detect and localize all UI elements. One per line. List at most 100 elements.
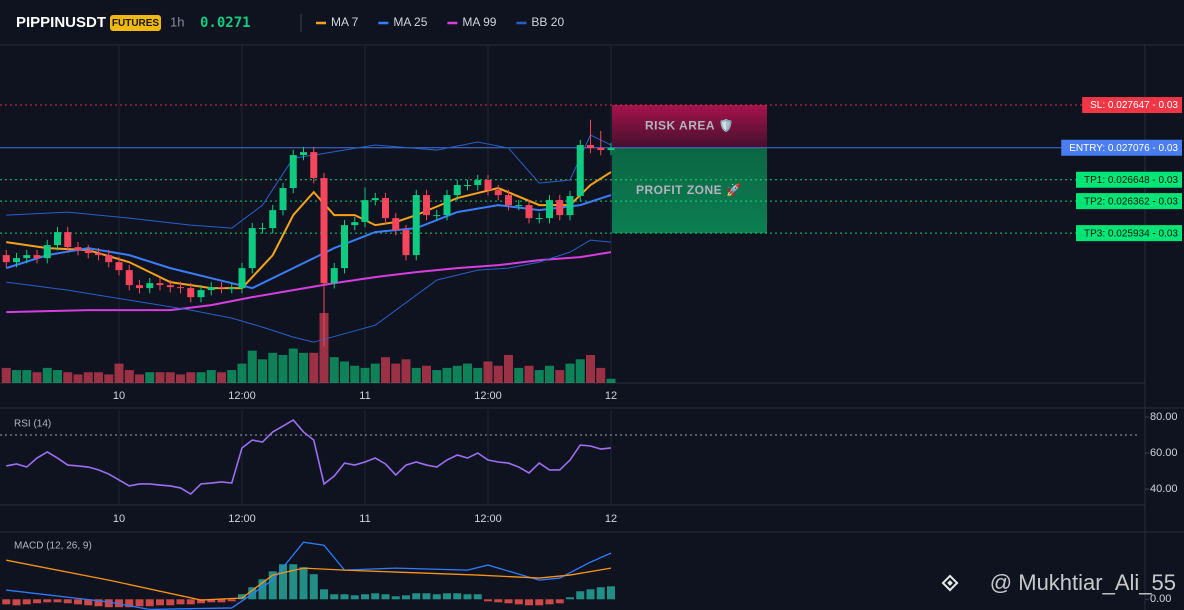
macd-bar	[576, 591, 585, 600]
indicator-line	[6, 239, 612, 343]
volume-bar	[586, 355, 595, 383]
macd-bar	[432, 594, 441, 600]
candle-body	[525, 205, 533, 219]
candle-body	[566, 196, 574, 216]
x-tick-label: 12:00	[228, 513, 256, 525]
macd-bar	[463, 594, 472, 600]
volume-bar	[145, 372, 155, 383]
macd-bar	[125, 599, 134, 608]
badge: FUTURES	[112, 18, 160, 29]
macd-bar	[504, 599, 513, 604]
volume-bar	[432, 370, 442, 383]
volume-bar	[596, 367, 606, 383]
macd-bar	[53, 599, 62, 603]
y-tick-label: 40.00	[1150, 483, 1178, 495]
macd-bar	[135, 599, 144, 607]
x-tick-label: 12:00	[474, 513, 502, 525]
candle-body	[125, 270, 133, 286]
candle-body	[166, 285, 174, 288]
volume-bar	[196, 372, 206, 383]
interval: 1h	[170, 14, 184, 29]
x-tick-label: 10	[113, 390, 125, 402]
candle-body	[412, 195, 420, 256]
zone-label: RISK AREA 🛡️	[645, 119, 734, 133]
level-label: ENTRY: 0.027076 - 0.03	[1069, 143, 1178, 154]
candle-body	[310, 152, 318, 179]
symbol: PIPPINUSDT	[16, 14, 106, 31]
indicator-line	[6, 171, 612, 290]
volume-bar	[504, 355, 513, 383]
macd-bar	[309, 574, 318, 600]
macd-bar	[484, 599, 492, 602]
macd-bar	[514, 599, 523, 605]
volume-bar	[247, 350, 257, 383]
macd-bar	[238, 594, 246, 600]
level-label: SL: 0.027647 - 0.03	[1090, 100, 1178, 111]
macd-bar	[289, 564, 298, 600]
y-tick-label: 80.00	[1150, 411, 1178, 423]
candle-body	[402, 230, 410, 256]
legend-label: MA 99	[462, 15, 496, 29]
candle-body	[320, 178, 328, 284]
macd-bar	[402, 595, 410, 600]
macd-bar	[156, 599, 164, 606]
volume-bar	[524, 365, 534, 383]
level-label: TP1: 0.026648 - 0.03	[1084, 175, 1178, 186]
macd-bar	[566, 597, 574, 600]
macd-bar	[422, 593, 431, 600]
candle-body	[341, 225, 348, 269]
zone-label: PROFIT ZONE 🚀	[636, 183, 741, 197]
macd-bar	[371, 593, 380, 600]
candle-body	[33, 255, 41, 259]
volume-bar	[63, 372, 73, 383]
candle-body	[361, 200, 369, 223]
x-tick-label: 11	[359, 513, 370, 525]
volume-bar	[114, 363, 124, 383]
indicator-line	[6, 251, 612, 314]
macd-bar	[43, 599, 52, 603]
candle-body	[207, 287, 215, 291]
macd-bar	[22, 599, 31, 605]
macd-bar	[350, 595, 359, 600]
volume-bar	[473, 367, 483, 383]
candle-body	[238, 268, 246, 289]
volume-bar	[575, 359, 585, 383]
candle-body	[259, 228, 266, 230]
candle-body	[587, 145, 594, 149]
x-tick-label: 12	[605, 390, 617, 402]
macd-bar	[443, 593, 451, 600]
macd-bar	[33, 599, 41, 604]
candle-body	[300, 152, 307, 156]
candle-body	[494, 190, 502, 196]
candle-body	[423, 195, 430, 216]
volume-bar	[94, 372, 103, 383]
volume-bar	[135, 374, 144, 383]
candle-body	[371, 198, 379, 201]
zone	[612, 147, 767, 234]
candle-body	[187, 288, 195, 298]
volume-bar	[391, 363, 401, 383]
volume-bar	[555, 370, 565, 383]
candle-body	[330, 268, 338, 284]
macd-bar	[340, 594, 349, 600]
volume-bar	[422, 365, 431, 383]
volume-bar	[32, 372, 42, 383]
macd-bar	[268, 571, 277, 600]
volume-bar	[258, 359, 267, 383]
volume-bar	[452, 365, 462, 383]
macd-bar	[74, 599, 82, 605]
candle-body	[607, 148, 615, 151]
macd-bar	[217, 599, 226, 603]
rsi-title: RSI (14)	[14, 419, 51, 430]
macd-bar	[145, 599, 154, 607]
volume-bar	[1, 367, 11, 383]
macd-bar	[391, 596, 400, 600]
volume-bar	[299, 352, 308, 383]
volume-bar	[206, 370, 216, 383]
volume-bar	[155, 372, 165, 383]
volume-bar	[329, 357, 339, 383]
y-tick-label: 60.00	[1150, 447, 1178, 459]
volume-bar	[401, 359, 411, 383]
